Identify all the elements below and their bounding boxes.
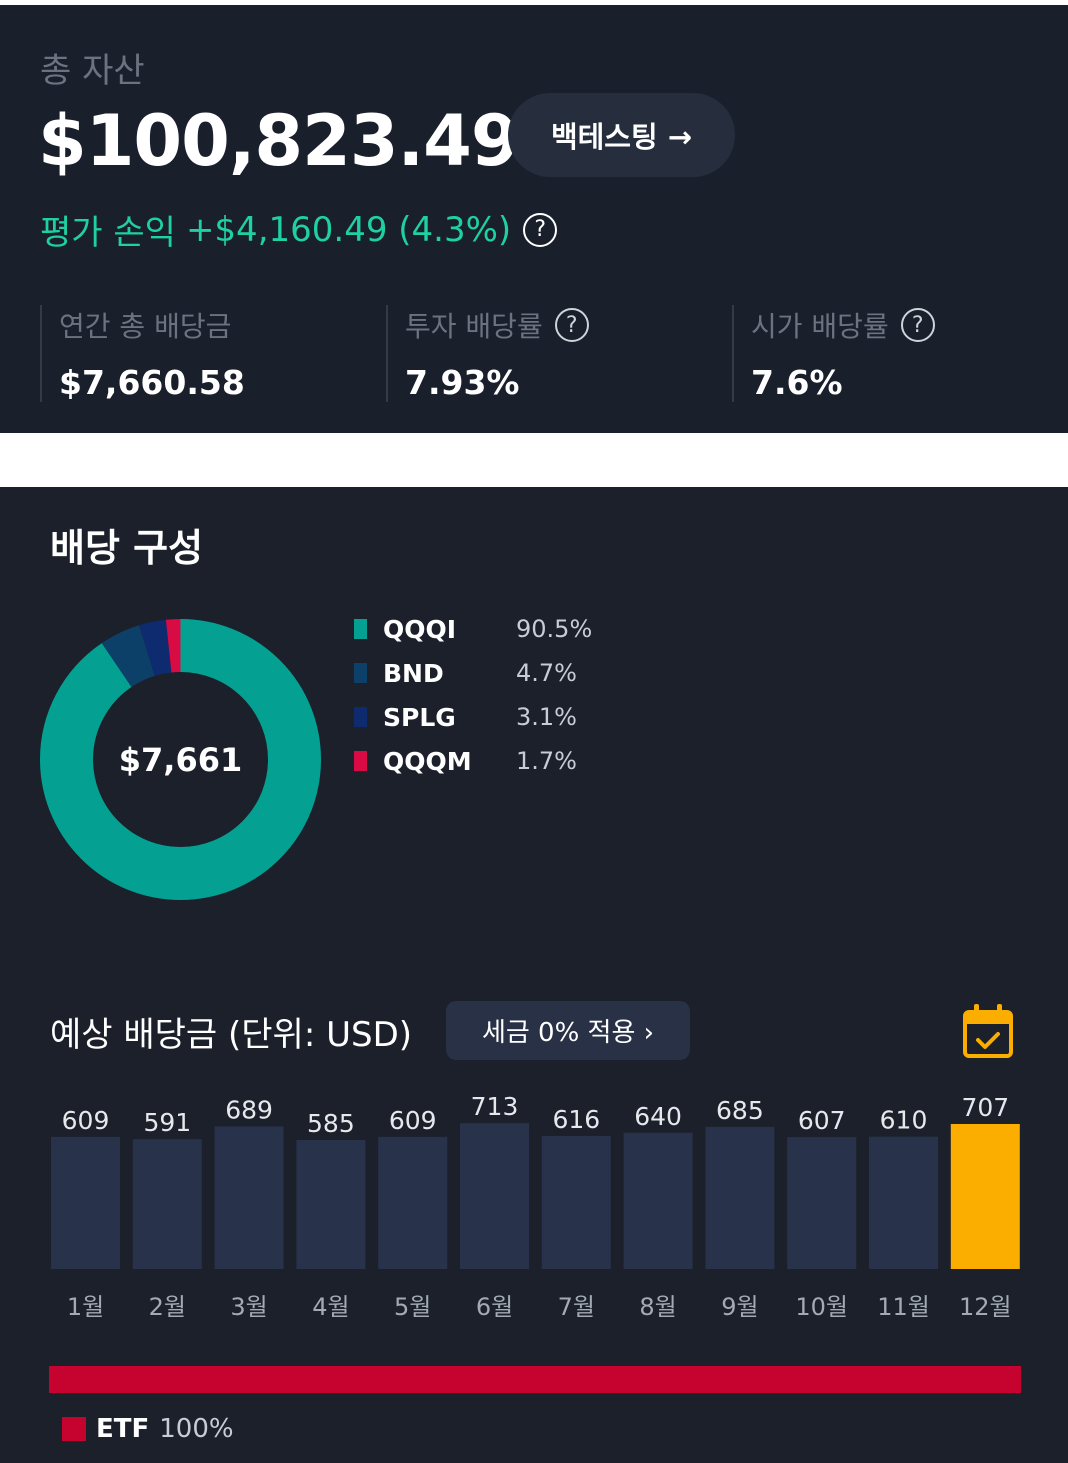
bar-value-label: 707 xyxy=(961,1093,1009,1122)
legend-name: BND xyxy=(383,658,444,688)
month-label: 12월 xyxy=(959,1293,1012,1321)
bar-value-label: 610 xyxy=(880,1106,928,1135)
total-assets-value: $100,823.49 xyxy=(38,100,520,182)
asset-type-legend: ETF 100% xyxy=(62,1414,234,1444)
bar-4[interactable] xyxy=(296,1140,366,1269)
bar-5[interactable] xyxy=(378,1136,448,1269)
month-label: 8월 xyxy=(639,1293,676,1321)
donut-chart[interactable]: $7,661 xyxy=(40,619,321,900)
donut-segment-qqqm[interactable] xyxy=(40,619,321,900)
pnl-value: +$4,160.49 (4.3%) xyxy=(185,209,512,250)
month-label: 3월 xyxy=(230,1293,267,1321)
stat-value: $7,660.58 xyxy=(59,363,245,402)
bar-10[interactable] xyxy=(787,1137,857,1269)
month-label: 11월 xyxy=(877,1293,930,1321)
month-label: 1월 xyxy=(67,1293,104,1321)
asset-type-pct: 100% xyxy=(159,1414,234,1444)
stat-label: 시가 배당률 xyxy=(751,310,889,343)
bar-value-label: 607 xyxy=(798,1106,846,1135)
month-label: 9월 xyxy=(721,1293,758,1321)
dividend-card: 배당 구성 $7,661 QQQI 90.5% BND 4.7% SPLG 3.… xyxy=(0,487,1068,1463)
legend-name: QQQI xyxy=(383,614,457,644)
stat-label: 투자 배당률 xyxy=(405,310,543,343)
calendar-check-icon[interactable] xyxy=(962,1003,1014,1061)
bar-value-label: 616 xyxy=(552,1105,600,1134)
stat-annual-dividend: 연간 총 배당금 $7,660.58 xyxy=(40,305,245,402)
total-assets-label: 총 자산 xyxy=(40,51,145,91)
bar-value-label: 609 xyxy=(62,1106,110,1135)
legend-item-qqqm[interactable]: QQQM 1.7% xyxy=(354,739,592,783)
bar-12[interactable] xyxy=(950,1123,1020,1269)
bar-11[interactable] xyxy=(869,1136,938,1269)
bar-value-label: 585 xyxy=(307,1109,355,1138)
expected-dividend-title: 예상 배당금 (단위: USD) xyxy=(50,1015,413,1055)
bar-8[interactable] xyxy=(623,1132,693,1269)
stat-value: 7.93% xyxy=(405,363,520,402)
asset-type-name: ETF xyxy=(96,1414,150,1444)
backtest-button[interactable]: 백테스팅 → xyxy=(508,93,735,177)
month-label: 6월 xyxy=(476,1293,513,1321)
month-label: 10월 xyxy=(795,1293,848,1321)
stat-value: 7.6% xyxy=(751,363,843,402)
legend-pct: 4.7% xyxy=(516,659,577,687)
bar-7[interactable] xyxy=(541,1135,611,1269)
month-label: 2월 xyxy=(149,1293,186,1321)
composition-legend: QQQI 90.5% BND 4.7% SPLG 3.1% QQQM 1.7% xyxy=(354,607,592,783)
bar-value-label: 689 xyxy=(225,1095,273,1124)
legend-swatch xyxy=(354,619,367,639)
legend-pct: 1.7% xyxy=(516,747,577,775)
summary-card: 총 자산 $100,823.49 백테스팅 → 평가 손익 +$4,160.49… xyxy=(0,5,1068,433)
legend-item-bnd[interactable]: BND 4.7% xyxy=(354,651,592,695)
legend-swatch xyxy=(354,663,367,683)
legend-name: QQQM xyxy=(383,746,472,776)
pnl-row: 평가 손익 +$4,160.49 (4.3%) ? xyxy=(40,205,558,254)
legend-item-splg[interactable]: SPLG 3.1% xyxy=(354,695,592,739)
legend-name: SPLG xyxy=(383,702,456,732)
help-icon[interactable]: ? xyxy=(523,212,558,247)
help-icon[interactable]: ? xyxy=(554,308,589,342)
legend-swatch xyxy=(354,707,367,727)
pnl-label: 평가 손익 xyxy=(40,213,176,253)
bar-2[interactable] xyxy=(132,1139,202,1269)
bar-value-label: 685 xyxy=(716,1096,764,1125)
month-label: 4월 xyxy=(312,1293,349,1321)
bar-6[interactable] xyxy=(460,1123,529,1269)
stat-label: 연간 총 배당금 xyxy=(59,310,232,343)
legend-pct: 90.5% xyxy=(516,615,593,643)
bar-value-label: 609 xyxy=(389,1106,437,1135)
help-icon[interactable]: ? xyxy=(900,308,935,342)
tax-setting-button[interactable]: 세금 0% 적용 › xyxy=(446,1001,690,1060)
bar-value-label: 640 xyxy=(634,1102,682,1131)
bar-value-label: 713 xyxy=(471,1092,519,1121)
bar-1[interactable] xyxy=(51,1136,120,1269)
stat-market-yield: 시가 배당률? 7.6% xyxy=(732,305,935,402)
legend-swatch xyxy=(62,1417,86,1441)
legend-item-qqqi[interactable]: QQQI 90.5% xyxy=(354,607,592,651)
monthly-dividend-chart: 609 1월 591 2월 689 3월 585 4월 609 5월 713 6월 616 7월 640 8월… xyxy=(51,1092,1020,1321)
bar-9[interactable] xyxy=(705,1126,775,1269)
month-label: 7월 xyxy=(558,1293,595,1321)
legend-swatch xyxy=(354,751,367,771)
bar-3[interactable] xyxy=(214,1126,284,1269)
donut-total: $7,661 xyxy=(119,741,242,779)
composition-title: 배당 구성 xyxy=(50,526,204,570)
asset-type-bar xyxy=(49,1366,1021,1393)
month-label: 5월 xyxy=(394,1293,431,1321)
stat-investment-yield: 투자 배당률? 7.93% xyxy=(386,305,589,402)
bar-value-label: 591 xyxy=(143,1108,191,1137)
legend-pct: 3.1% xyxy=(516,703,577,731)
